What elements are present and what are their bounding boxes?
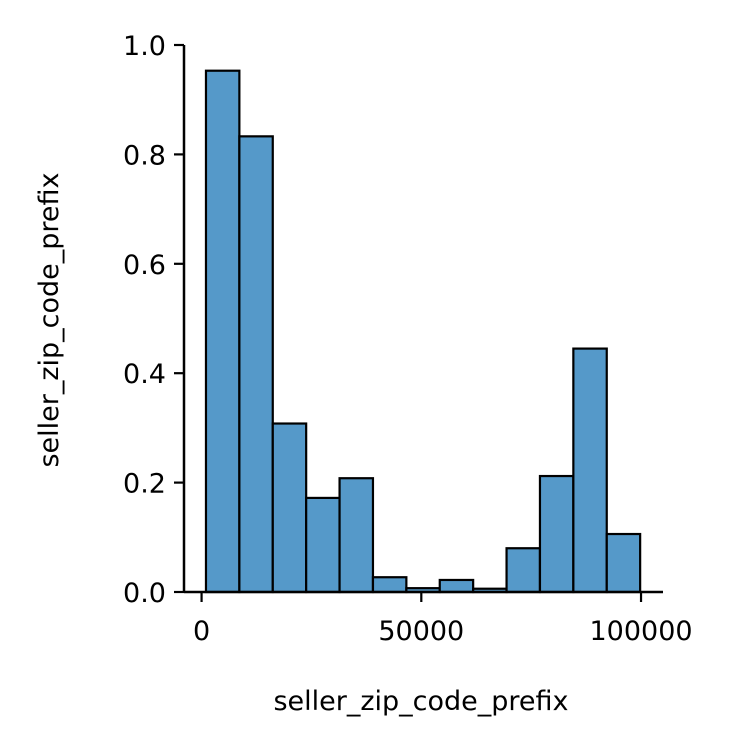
x-tick-label: 100000	[589, 616, 692, 647]
histogram-bar-6	[371, 576, 408, 594]
y-tick-label: 0.4	[123, 359, 166, 390]
y-tick-label: 1.0	[123, 31, 166, 62]
bars-group	[204, 69, 642, 594]
histogram-bar-3	[271, 422, 308, 594]
x-tick-label: 0	[193, 616, 210, 647]
x-axis-ticks: 0 50000 100000	[193, 592, 693, 647]
y-tick-label: 0.2	[123, 469, 166, 500]
histogram-bar-12	[572, 347, 608, 594]
y-tick-label: 0.0	[123, 578, 166, 609]
histogram-bar-10	[505, 547, 542, 594]
histogram-bar-2	[238, 135, 274, 594]
x-tick-label: 50000	[378, 616, 464, 647]
y-axis-ticks: 0.0 0.2 0.4 0.6 0.8 1.0	[123, 31, 184, 609]
histogram-bar-5	[338, 477, 375, 594]
histogram-bar-11	[538, 474, 575, 594]
y-tick-label: 0.6	[123, 250, 166, 281]
y-axis-title: seller_zip_code_prefix	[34, 172, 65, 467]
x-axis-title: seller_zip_code_prefix	[273, 686, 568, 717]
histogram-bar-4	[305, 496, 341, 594]
histogram-bar-13	[605, 532, 642, 594]
histogram-bar-1	[204, 69, 241, 594]
histogram-bar-8	[438, 578, 475, 594]
y-tick-label: 0.8	[123, 140, 166, 171]
